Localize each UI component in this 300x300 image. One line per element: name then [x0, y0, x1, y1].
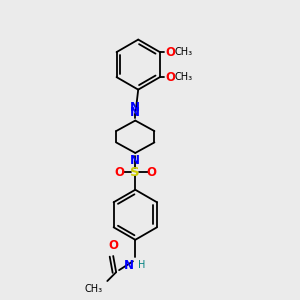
Text: H: H [138, 260, 145, 269]
Text: O: O [114, 166, 124, 178]
Text: N: N [130, 106, 140, 119]
Text: N: N [130, 154, 140, 167]
Text: O: O [146, 166, 157, 178]
Text: N: N [130, 101, 140, 114]
Text: CH₃: CH₃ [174, 72, 192, 82]
Text: CH₃: CH₃ [174, 47, 192, 57]
Text: S: S [130, 166, 140, 178]
Text: N: N [124, 259, 134, 272]
Text: O: O [108, 239, 118, 253]
Text: O: O [165, 46, 175, 59]
Text: CH₃: CH₃ [85, 284, 103, 294]
Text: O: O [165, 70, 175, 84]
